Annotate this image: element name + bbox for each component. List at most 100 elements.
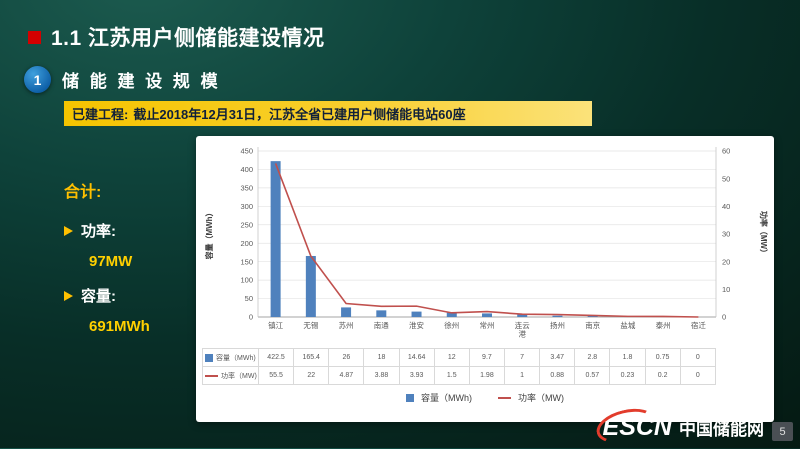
category-label: 徐州 bbox=[444, 320, 459, 330]
summary-panel: 合计: 功率: 97MW 容量: 691MWh bbox=[64, 178, 194, 335]
value-cell: 0 bbox=[680, 367, 715, 385]
value-cell: 0.88 bbox=[540, 367, 575, 385]
left-axis-tick: 250 bbox=[240, 220, 253, 229]
right-axis-tick: 0 bbox=[722, 313, 726, 322]
left-axis-tick: 0 bbox=[249, 313, 253, 322]
right-axis-tick: 30 bbox=[722, 230, 730, 239]
left-axis-tick: 400 bbox=[240, 165, 253, 174]
bar-key-icon bbox=[205, 354, 213, 362]
capacity-bar bbox=[552, 316, 562, 317]
capacity-bar bbox=[271, 161, 281, 317]
category-label: 盐城 bbox=[620, 320, 635, 330]
power-line bbox=[276, 163, 699, 317]
value-cell: 3.93 bbox=[399, 367, 434, 385]
right-axis-tick: 60 bbox=[722, 147, 730, 156]
value-cell: 26 bbox=[329, 349, 364, 367]
category-label: 南通 bbox=[374, 320, 389, 330]
category-label: 镇江 bbox=[268, 320, 283, 330]
right-axis-tick: 50 bbox=[722, 174, 730, 183]
value-cell: 165.4 bbox=[294, 349, 329, 367]
category-label: 宿迁 bbox=[691, 320, 706, 330]
section-header: 1 储 能 建 设 规 模 bbox=[24, 66, 221, 93]
left-axis-tick: 100 bbox=[240, 276, 253, 285]
summary-item-label: 功率: bbox=[81, 220, 116, 241]
value-cell: 7 bbox=[504, 349, 539, 367]
slide-header: 1.1 江苏用户侧储能建设情况 bbox=[28, 22, 325, 52]
value-cell: 55.5 bbox=[259, 367, 294, 385]
capacity-bar bbox=[412, 312, 422, 317]
summary-heading: 合计: bbox=[64, 178, 194, 202]
category-label: 苏州 bbox=[339, 320, 354, 330]
section-number-badge: 1 bbox=[24, 66, 51, 93]
legend-label: 功率（MW) bbox=[518, 391, 564, 404]
summary-item-label: 容量: bbox=[81, 285, 116, 306]
left-axis-tick: 350 bbox=[240, 183, 253, 192]
right-axis-title: 功率（MW） bbox=[759, 211, 768, 257]
value-cell: 0.75 bbox=[645, 349, 680, 367]
summary-power-value: 97MW bbox=[89, 253, 194, 270]
summary-capacity-value: 691MWh bbox=[89, 318, 194, 335]
value-cell: 1.8 bbox=[610, 349, 645, 367]
section-title: 储 能 建 设 规 模 bbox=[62, 67, 221, 92]
legend-label: 容量（MWh) bbox=[421, 391, 472, 404]
footer-logo: ESCN 中国储能网 bbox=[603, 415, 764, 440]
highlight-bar: 已建工程: 截止2018年12月31日，江苏全省已建用户侧储能电站60座 bbox=[64, 101, 592, 126]
arrow-bullet-icon bbox=[64, 226, 73, 236]
left-axis-tick: 450 bbox=[240, 147, 253, 156]
legend-item: 功率（MW) bbox=[498, 391, 564, 404]
value-cell: 22 bbox=[294, 367, 329, 385]
value-cell: 9.7 bbox=[469, 349, 504, 367]
value-cell: 3.88 bbox=[364, 367, 399, 385]
line-key-icon bbox=[498, 397, 511, 399]
summary-item-capacity: 容量: bbox=[64, 285, 194, 306]
right-axis-tick: 40 bbox=[722, 202, 730, 211]
series-name-cell: 功率（MW) bbox=[203, 367, 259, 385]
value-cell: 1 bbox=[504, 367, 539, 385]
value-cell: 0.23 bbox=[610, 367, 645, 385]
value-cell: 3.47 bbox=[540, 349, 575, 367]
capacity-bar bbox=[482, 313, 492, 317]
category-label: 淮安 bbox=[409, 320, 424, 330]
value-cell: 14.64 bbox=[399, 349, 434, 367]
chart-legend: 容量（MWh) 功率（MW) bbox=[202, 391, 768, 404]
value-cell: 4.87 bbox=[329, 367, 364, 385]
logo-text-en: ESCN bbox=[603, 413, 672, 441]
category-label: 南京 bbox=[585, 320, 600, 330]
category-label: 泰州 bbox=[656, 320, 671, 330]
highlight-text: 截止2018年12月31日，江苏全省已建用户侧储能电站60座 bbox=[133, 104, 465, 123]
left-axis-tick: 200 bbox=[240, 239, 253, 248]
value-cell: 0 bbox=[680, 349, 715, 367]
right-axis-tick: 10 bbox=[722, 285, 730, 294]
arrow-bullet-icon bbox=[64, 291, 73, 301]
value-cell: 422.5 bbox=[259, 349, 294, 367]
value-cell: 18 bbox=[364, 349, 399, 367]
line-key-icon bbox=[205, 375, 218, 377]
value-cell: 0.57 bbox=[575, 367, 610, 385]
left-axis-tick: 300 bbox=[240, 202, 253, 211]
highlight-label: 已建工程: bbox=[72, 104, 128, 123]
capacity-bar bbox=[376, 310, 386, 317]
logo-escn: ESCN bbox=[603, 415, 672, 440]
logo-text-cn: 中国储能网 bbox=[679, 415, 764, 440]
left-axis-tick: 50 bbox=[245, 294, 253, 303]
bar-key-icon bbox=[406, 394, 414, 402]
value-cell: 2.8 bbox=[575, 349, 610, 367]
value-cell: 12 bbox=[434, 349, 469, 367]
capacity-bar bbox=[306, 256, 316, 317]
capacity-bar bbox=[341, 307, 351, 317]
combo-chart: 0 50 100 150 200 250 300 350 400 450 0 10 20 30 40 50 60… bbox=[202, 141, 768, 343]
value-cell: 0.2 bbox=[645, 367, 680, 385]
page-number: 5 bbox=[772, 422, 793, 441]
series-name-cell: 容量（MWh) bbox=[203, 349, 259, 367]
left-axis-tick: 150 bbox=[240, 257, 253, 266]
page-title: 1.1 江苏用户侧储能建设情况 bbox=[51, 22, 325, 52]
summary-item-power: 功率: bbox=[64, 220, 194, 241]
value-cell: 1.98 bbox=[469, 367, 504, 385]
right-axis-tick: 20 bbox=[722, 257, 730, 266]
title-bullet-icon bbox=[28, 31, 41, 44]
legend-item: 容量（MWh) bbox=[406, 391, 472, 404]
